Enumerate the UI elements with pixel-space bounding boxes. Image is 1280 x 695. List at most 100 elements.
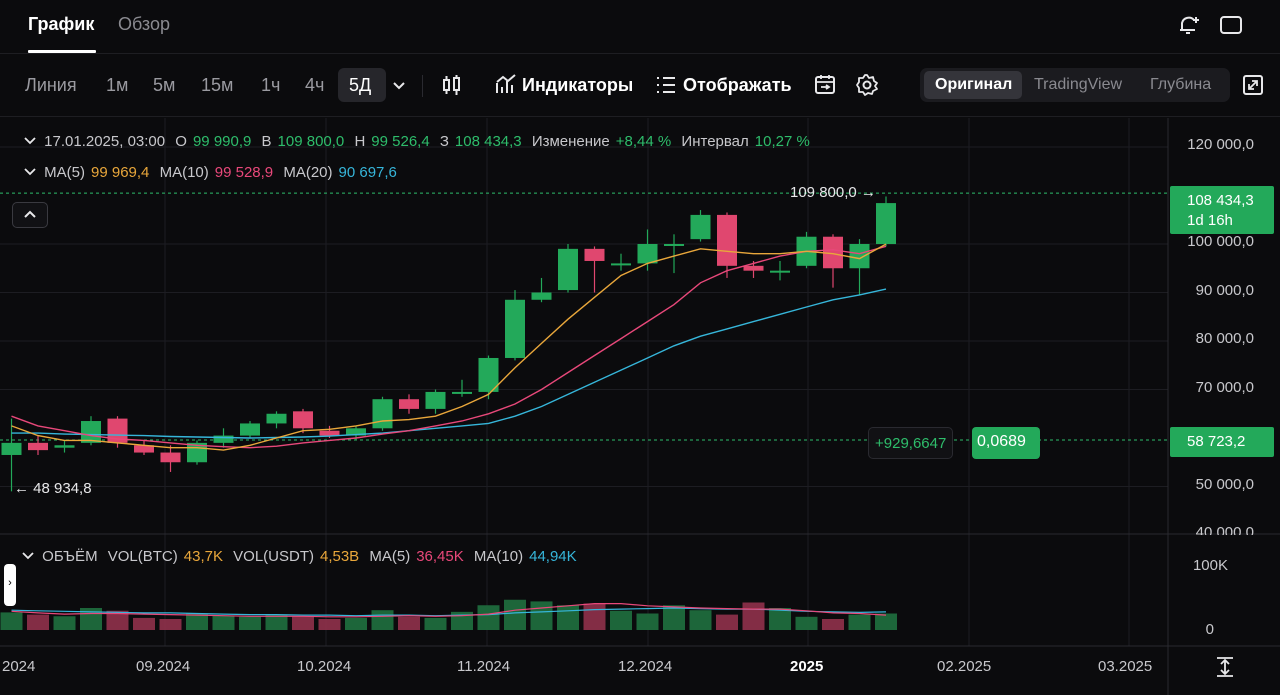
candle-body bbox=[478, 357, 499, 392]
view-depth[interactable]: Глубина bbox=[1150, 76, 1212, 93]
volume-bar bbox=[663, 605, 685, 630]
ohlc-datetime: 17.01.2025, 03:00 bbox=[44, 133, 166, 150]
vol-ma10-label: MA(10) bbox=[473, 548, 524, 565]
alert-bell-icon[interactable] bbox=[1176, 12, 1202, 38]
volume-bar bbox=[292, 616, 314, 630]
indicators-icon[interactable] bbox=[494, 73, 518, 97]
fullscreen-icon[interactable] bbox=[1241, 73, 1265, 97]
price-axis-label: 70 000,0 bbox=[1195, 379, 1254, 396]
high-value: 109 800,0 bbox=[277, 133, 345, 150]
ma20-label: MA(20) bbox=[283, 164, 333, 181]
marker-price-tag: 58 723,2 bbox=[1170, 427, 1274, 457]
ma5-label: MA(5) bbox=[44, 164, 86, 181]
candle-body bbox=[1, 442, 22, 455]
volume-ma5-line bbox=[11, 603, 887, 618]
change-value: +8,44 % bbox=[615, 133, 672, 150]
price-axis-label: 100 000,0 bbox=[1187, 233, 1254, 250]
date-axis-label: 2025 bbox=[790, 658, 824, 675]
volume-bar bbox=[186, 613, 208, 630]
timeframe-15m[interactable]: 15м bbox=[201, 75, 234, 95]
indicators-button[interactable]: Индикаторы bbox=[522, 75, 634, 95]
candle-body bbox=[54, 445, 75, 448]
pane-drag-handle[interactable]: › bbox=[4, 564, 16, 606]
measure-delta[interactable]: +929,6647 bbox=[868, 427, 954, 459]
auto-scale-icon[interactable] bbox=[1214, 656, 1236, 678]
high-label: В bbox=[261, 133, 272, 150]
chevron-down-icon[interactable] bbox=[390, 73, 408, 97]
display-settings-icon[interactable] bbox=[654, 73, 678, 97]
chevron-down-icon[interactable] bbox=[22, 551, 34, 561]
measure-ratio[interactable]: 0,0689 bbox=[972, 427, 1040, 459]
timeframe-1m[interactable]: 1м bbox=[106, 75, 129, 95]
close-value: 108 434,3 bbox=[454, 133, 522, 150]
timeframe-4h[interactable]: 4ч bbox=[305, 75, 325, 95]
candle-body bbox=[134, 445, 154, 453]
candle-countdown: 1d 16h bbox=[1187, 212, 1233, 229]
volume-bar bbox=[27, 614, 49, 630]
volume-title: ОБЪЁМ bbox=[42, 548, 98, 565]
volume-bar bbox=[0, 612, 23, 630]
ma20-line bbox=[11, 288, 887, 439]
volume-bar bbox=[822, 619, 844, 630]
vol-btc-label: VOL(BTC) bbox=[107, 548, 178, 565]
date-axis-label: 12.2024 bbox=[618, 658, 673, 675]
volume-bar bbox=[610, 610, 632, 630]
price-chart[interactable] bbox=[0, 118, 1280, 695]
candle-body bbox=[558, 248, 578, 291]
candle-body bbox=[531, 292, 552, 300]
chevron-up-icon bbox=[24, 210, 36, 218]
volume-bar bbox=[769, 608, 791, 630]
view-tradingview[interactable]: TradingView bbox=[1034, 76, 1123, 93]
open-value: 99 990,9 bbox=[192, 133, 252, 150]
candle-body bbox=[505, 299, 525, 358]
gear-icon[interactable] bbox=[855, 73, 879, 97]
volume-bar bbox=[318, 619, 341, 630]
ma10-line bbox=[11, 245, 887, 449]
volume-bar bbox=[742, 602, 765, 630]
chart-area[interactable]: 17.01.2025, 03:00 O 99 990,9 В 109 800,0 Н… bbox=[0, 118, 1280, 695]
date-axis-label: 02.2025 bbox=[937, 658, 992, 675]
volume-bar bbox=[716, 614, 738, 630]
timeframe-5m[interactable]: 5м bbox=[153, 75, 176, 95]
window-icon[interactable] bbox=[1218, 12, 1244, 38]
tab-chart[interactable]: График bbox=[28, 14, 95, 34]
timeframe-line[interactable]: Линия bbox=[25, 75, 77, 95]
price-axis-label: 120 000,0 bbox=[1187, 136, 1254, 153]
timeframe-1h[interactable]: 1ч bbox=[261, 75, 281, 95]
timeframe-5d[interactable]: 5Д bbox=[349, 75, 372, 95]
volume-bar bbox=[345, 617, 367, 630]
low-label: Н bbox=[354, 133, 366, 150]
candle-body bbox=[28, 442, 48, 451]
volume-bar bbox=[795, 616, 818, 630]
selected-timeframe-highlight bbox=[338, 68, 386, 102]
candle-body bbox=[823, 236, 843, 269]
chevron-down-icon[interactable] bbox=[24, 167, 36, 177]
top-tab-bar: График Обзор bbox=[0, 0, 1280, 54]
price-axis-label: 40 000,0 bbox=[1195, 524, 1254, 535]
chevron-down-icon[interactable] bbox=[24, 136, 36, 146]
candle-body bbox=[425, 391, 446, 409]
volume-bar bbox=[133, 617, 155, 630]
date-axis-label: 10.2024 bbox=[297, 658, 352, 675]
volume-bar bbox=[557, 605, 579, 630]
candle-body bbox=[372, 399, 393, 429]
candlestick-type-icon[interactable] bbox=[440, 73, 464, 97]
view-original[interactable]: Оригинал bbox=[935, 76, 1013, 93]
vol-usdt-value: 4,53B bbox=[319, 548, 360, 565]
volume-bar bbox=[848, 614, 871, 630]
display-button[interactable]: Отображать bbox=[683, 75, 792, 95]
candle-body bbox=[690, 214, 711, 240]
date-axis-label: 2024 bbox=[2, 658, 36, 675]
collapse-button[interactable] bbox=[12, 202, 48, 228]
ma10-label: MA(10) bbox=[159, 164, 209, 181]
tab-overview[interactable]: Обзор bbox=[118, 14, 170, 34]
price-axis-label: 50 000,0 bbox=[1195, 476, 1254, 493]
change-label: Изменение bbox=[531, 133, 610, 150]
ma20-value: 90 697,6 bbox=[338, 164, 397, 181]
candle-body bbox=[319, 430, 340, 436]
volume-bar bbox=[689, 610, 712, 630]
calendar-swap-icon[interactable] bbox=[813, 73, 837, 97]
candle-body bbox=[399, 399, 419, 409]
volume-info-row: ОБЪЁМ VOL(BTC) 43,7K VOL(USDT) 4,53B MA(5)… bbox=[22, 548, 583, 565]
volume-axis-top: 100K bbox=[1192, 557, 1228, 574]
